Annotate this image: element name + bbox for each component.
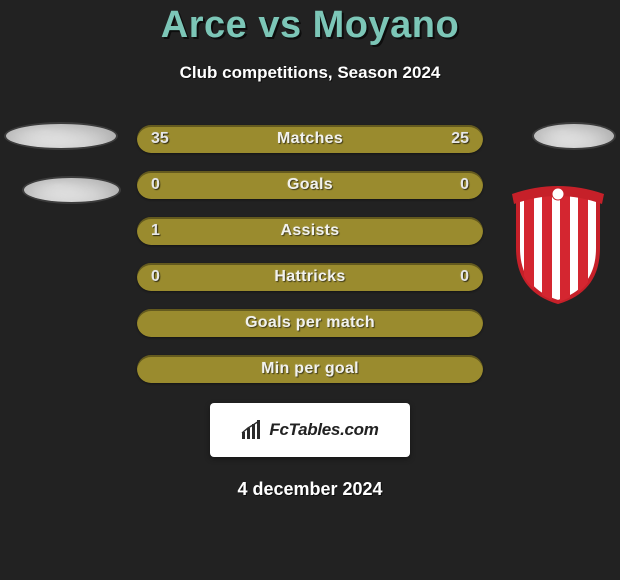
stats-list: Matches3525Goals00Assists1Hattricks00Goa… xyxy=(137,125,483,383)
player-right-avatar xyxy=(534,124,614,148)
stat-value-right: 0 xyxy=(460,176,469,194)
stat-row: Goals per match xyxy=(137,309,483,337)
stat-row: Hattricks 0 0 xyxy=(137,263,483,291)
subtitle: Club competitions, Season 2024 xyxy=(180,63,441,83)
branding-text: FcTables.com xyxy=(269,420,378,440)
stat-row: Min per goal xyxy=(137,355,483,383)
stat-label: Goals xyxy=(287,176,333,194)
club-crest-icon xyxy=(502,180,614,304)
stat-row: Assists 1 xyxy=(137,217,483,245)
stat-label: Assists xyxy=(280,222,339,240)
stat-value-left: 1 xyxy=(151,222,160,240)
crest-crest-ball xyxy=(552,188,564,200)
stat-value-left: 0 xyxy=(151,176,160,194)
stat-label: Hattricks xyxy=(274,268,345,286)
stat-value-right: 25 xyxy=(451,130,469,148)
date-text: 4 december 2024 xyxy=(237,479,382,500)
player-left-avatar-top xyxy=(6,124,116,148)
comparison-card: Arce vs Moyano Club competitions, Season… xyxy=(0,0,620,580)
stat-row: Goals 0 0 xyxy=(137,171,483,199)
stat-label: Min per goal xyxy=(261,360,359,378)
stat-label: Goals per match xyxy=(245,314,375,332)
stat-label: Matches xyxy=(277,130,343,148)
branding-badge: FcTables.com xyxy=(210,403,410,457)
stat-value-left: 35 xyxy=(151,130,169,148)
stat-row: Matches 35 25 xyxy=(137,125,483,153)
stat-value-right: 0 xyxy=(460,268,469,286)
player-left-avatar-bottom xyxy=(24,178,119,202)
fctables-logo-icon xyxy=(241,420,263,440)
stat-value-left: 0 xyxy=(151,268,160,286)
page-title: Arce vs Moyano xyxy=(161,4,459,47)
